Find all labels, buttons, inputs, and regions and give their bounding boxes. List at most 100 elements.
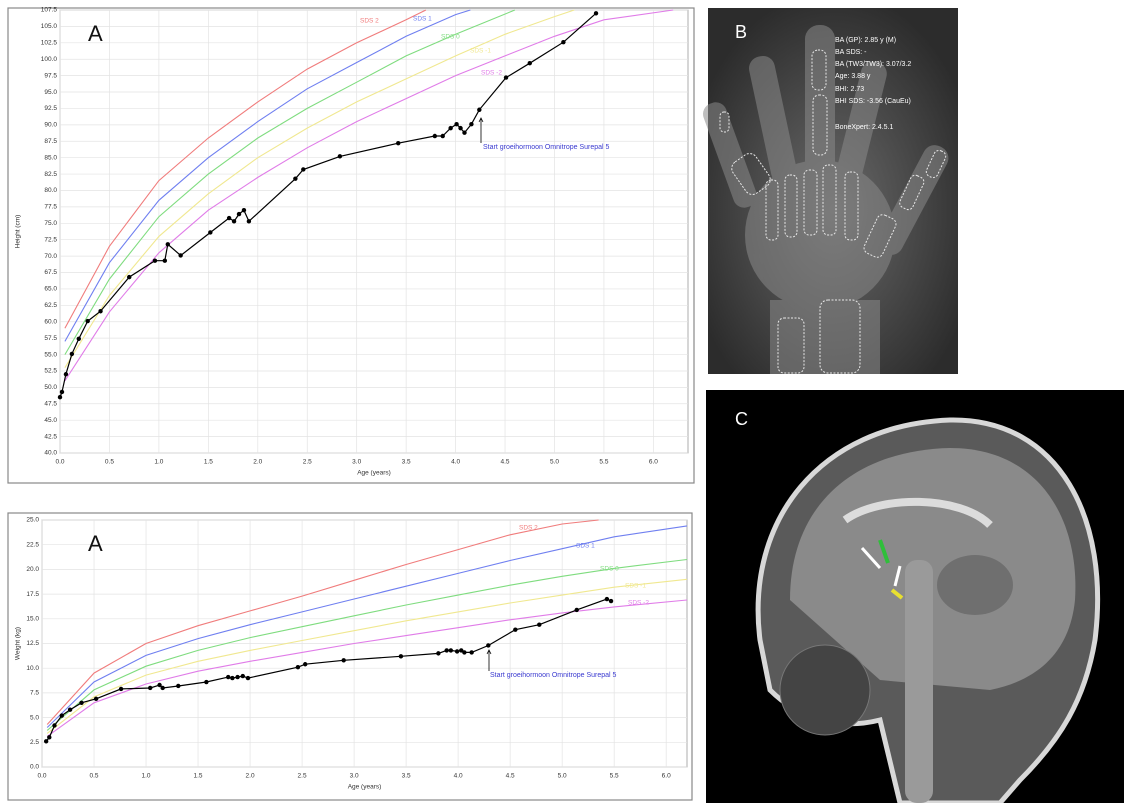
series-label: SDS 1 [576,543,595,550]
y-tick-label: 65.0 [44,286,57,293]
hand-silhouette [703,25,949,374]
data-point [127,274,132,280]
data-point [208,230,213,235]
y-tick-label: 95.0 [44,89,57,96]
x-tick-label: 6.0 [662,773,671,780]
series-label: SDS -1 [625,583,646,590]
y-tick-label: 2.5 [30,739,39,746]
overlay-text: BoneXpert: 2.4.5.1 [835,124,893,131]
data-point [157,682,162,688]
reference-curve [46,558,688,731]
data-point [396,141,401,146]
y-tick-label: 67.5 [44,269,57,276]
x-tick-label: 2.0 [246,773,255,780]
x-tick-label: 2.0 [253,459,262,466]
x-tick-label: 0.0 [55,459,64,466]
overlay-text: BHI: 2.73 [835,86,864,93]
y-tick-label: 17.5 [26,591,39,598]
data-point [469,121,474,127]
y-tick-label: 85.0 [44,154,57,161]
series-label: SDS -2 [628,600,649,607]
data-point [79,700,84,705]
yellow-arrow [890,588,904,600]
white-arrows [860,546,902,587]
reference-curve [46,599,688,737]
annotation-arrowhead [486,649,492,655]
y-tick-label: 12.5 [26,640,39,647]
y-tick-label: 0.0 [30,764,39,771]
overlay-text: BA (GP): 2.85 y (M) [835,37,896,44]
x-tick-label: 4.0 [454,773,463,780]
data-point [67,707,73,712]
data-point [469,650,474,655]
x-tick-label: 3.0 [350,773,359,780]
data-point [76,336,81,342]
data-point [226,215,232,221]
y-tick-label: 50.0 [44,384,57,391]
y-tick-label: 97.5 [44,72,57,79]
panel-label: B [735,22,747,42]
x-tick-label: 0.0 [37,773,46,780]
y-tick-label: 52.5 [44,368,57,375]
x-tick-label: 1.5 [204,459,213,466]
series-label: SDS -1 [470,48,491,55]
x-tick-label: 6.0 [649,459,658,466]
data-point [458,125,463,131]
data-point [462,130,467,135]
x-axis-label: Age (years) [357,470,391,477]
overlay-text: BHI SDS: -3.56 (CauEu) [835,98,911,105]
data-point [57,395,63,400]
data-point [226,674,231,680]
data-point [98,309,103,314]
panel-label: C [735,409,748,429]
x-tick-label: 2.5 [298,773,307,780]
panel-label: A [88,21,103,46]
data-point [444,648,449,653]
data-point [486,643,491,648]
overlay-text: BA SDS: - [835,49,867,56]
x-tick-label: 0.5 [105,459,114,466]
data-point [436,651,441,656]
y-tick-label: 100.0 [41,56,58,63]
data-point [454,121,459,127]
data-point [301,167,306,172]
data-point [85,318,90,324]
x-tick-label: 5.5 [599,459,608,466]
data-point [398,654,404,659]
data-point [537,622,542,627]
overlay-text: BA (TW3/TW3): 3.07/3.2 [835,61,911,68]
data-point [608,598,614,604]
y-tick-label: 20.0 [26,566,39,573]
data-point [503,75,509,80]
data-point [176,683,181,689]
xray-panel: B BA (GP): 2.85 y (M) BA SDS: - BA (TW3/TW… [703,8,958,374]
mri-panel: C [706,390,1124,806]
data-point [574,607,579,613]
x-tick-label: 3.5 [402,459,411,466]
reference-curve [64,9,674,382]
y-tick-label: 107.5 [41,7,58,14]
data-point [245,675,251,681]
data-point [93,696,99,702]
y-tick-label: 47.5 [44,400,57,407]
overlay-text: Age: 3.88 y [835,73,871,80]
data-point [593,11,599,16]
y-tick-label: 105.0 [41,23,58,30]
data-point [561,39,566,45]
reference-curve [64,9,427,329]
chart: 40.0 42.5 45.0 47.5 50.0 52.5 55.0 57.5 60.0 62.5… [7,7,695,484]
data-point [52,723,57,728]
data-point [246,219,252,224]
reference-curve [46,525,688,728]
x-tick-label: 3.0 [352,459,361,466]
x-tick-label: 1.5 [194,773,203,780]
oral-cavity [779,644,871,736]
y-tick-label: 75.0 [44,220,57,227]
panel-label: A [88,531,103,556]
reference-curve [64,9,575,368]
data-point [341,658,346,663]
y-tick-label: 77.5 [44,204,57,211]
chart: 0.0 2.5 5.0 7.5 10.0 12.5 15.0 17.5 20.0 22.5 25.0… [7,512,693,801]
data-point [337,154,343,159]
reference-curve [46,578,688,734]
